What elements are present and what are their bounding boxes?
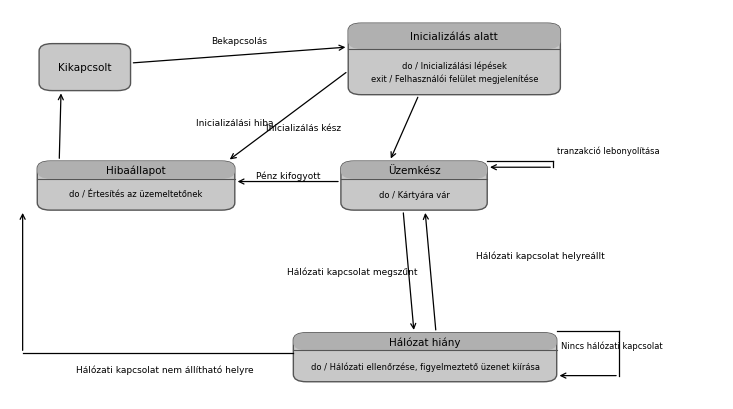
Text: Hálózat hiány: Hálózat hiány <box>389 337 461 347</box>
FancyBboxPatch shape <box>39 45 130 91</box>
Text: do / Kártyára vár: do / Kártyára vár <box>379 191 449 200</box>
Text: Hálózati kapcsolat helyreállt: Hálózati kapcsolat helyreállt <box>476 251 605 260</box>
Text: tranzakció lebonyolítása: tranzakció lebonyolítása <box>557 146 660 155</box>
Text: Kikapcsolt: Kikapcsolt <box>58 63 111 73</box>
Text: Hálózati kapcsolat megszűnt: Hálózati kapcsolat megszűnt <box>287 267 417 276</box>
Text: Pénz kifogyott: Pénz kifogyott <box>256 171 320 181</box>
Text: Hibaállapot: Hibaállapot <box>106 165 166 176</box>
Text: Hálózati kapcsolat nem állítható helyre: Hálózati kapcsolat nem állítható helyre <box>76 365 254 374</box>
Text: Üzemkész: Üzemkész <box>388 166 441 175</box>
Text: Inicializálás alatt: Inicializálás alatt <box>410 32 498 42</box>
FancyBboxPatch shape <box>37 162 235 179</box>
FancyBboxPatch shape <box>341 162 487 211</box>
Text: Nincs hálózati kapcsolat: Nincs hálózati kapcsolat <box>561 340 663 350</box>
Text: do / Hálózati ellenőrzése, figyelmeztető üzenet kiírása: do / Hálózati ellenőrzése, figyelmeztető… <box>311 362 539 371</box>
Text: Inicializálás kész: Inicializálás kész <box>266 124 341 133</box>
FancyBboxPatch shape <box>293 333 557 351</box>
FancyBboxPatch shape <box>348 24 560 50</box>
Text: do / Inicializálási lépések
exit / Felhasználói felület megjelenítése: do / Inicializálási lépések exit / Felha… <box>371 62 538 83</box>
FancyBboxPatch shape <box>293 333 557 382</box>
Text: Inicializálási hiba: Inicializálási hiba <box>196 119 273 128</box>
Text: do / Értesítés az üzemeltetőnek: do / Értesítés az üzemeltetőnek <box>70 191 203 200</box>
FancyBboxPatch shape <box>348 24 560 95</box>
Text: Bekapcsolás: Bekapcsolás <box>211 37 268 46</box>
FancyBboxPatch shape <box>341 162 487 179</box>
FancyBboxPatch shape <box>37 162 235 211</box>
